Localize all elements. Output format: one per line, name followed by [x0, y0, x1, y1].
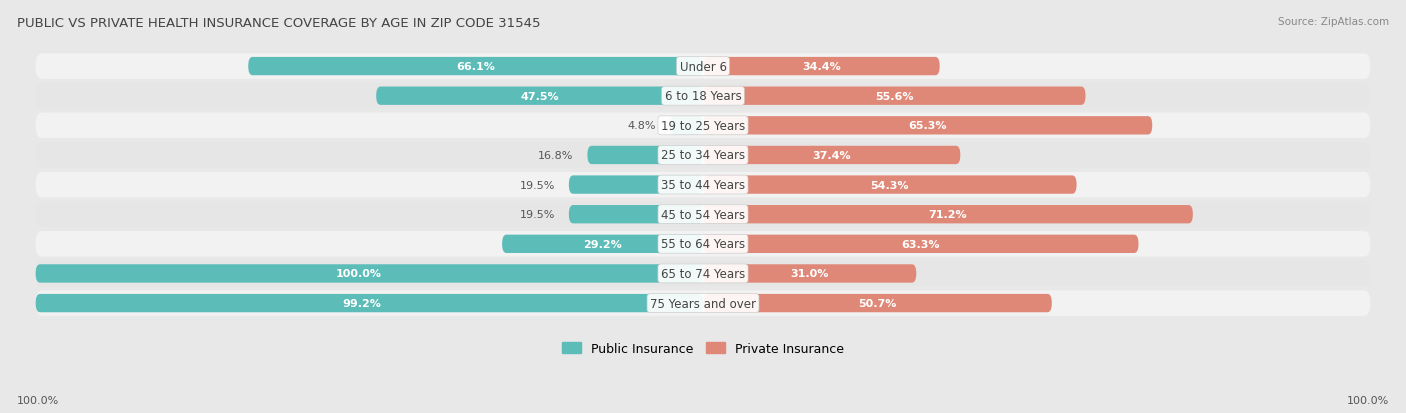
FancyBboxPatch shape [703, 58, 939, 76]
FancyBboxPatch shape [703, 206, 1192, 224]
FancyBboxPatch shape [35, 202, 1371, 228]
FancyBboxPatch shape [35, 113, 1371, 139]
Text: 25 to 34 Years: 25 to 34 Years [661, 149, 745, 162]
FancyBboxPatch shape [703, 294, 1052, 313]
Text: Source: ZipAtlas.com: Source: ZipAtlas.com [1278, 17, 1389, 26]
Text: 16.8%: 16.8% [538, 151, 574, 161]
Text: 55.6%: 55.6% [875, 91, 914, 102]
FancyBboxPatch shape [35, 172, 1371, 198]
Text: 65.3%: 65.3% [908, 121, 946, 131]
FancyBboxPatch shape [588, 147, 703, 165]
FancyBboxPatch shape [377, 87, 703, 106]
FancyBboxPatch shape [703, 117, 1153, 135]
FancyBboxPatch shape [703, 87, 1085, 106]
Text: 19 to 25 Years: 19 to 25 Years [661, 119, 745, 133]
Text: 19.5%: 19.5% [520, 180, 555, 190]
Text: 6 to 18 Years: 6 to 18 Years [665, 90, 741, 103]
FancyBboxPatch shape [569, 206, 703, 224]
Text: 4.8%: 4.8% [627, 121, 657, 131]
FancyBboxPatch shape [35, 265, 703, 283]
Text: 35 to 44 Years: 35 to 44 Years [661, 179, 745, 192]
Text: 63.3%: 63.3% [901, 239, 941, 249]
FancyBboxPatch shape [35, 294, 703, 313]
Text: PUBLIC VS PRIVATE HEALTH INSURANCE COVERAGE BY AGE IN ZIP CODE 31545: PUBLIC VS PRIVATE HEALTH INSURANCE COVER… [17, 17, 540, 29]
Text: 54.3%: 54.3% [870, 180, 910, 190]
FancyBboxPatch shape [35, 84, 1371, 109]
Text: 99.2%: 99.2% [342, 298, 381, 309]
FancyBboxPatch shape [502, 235, 703, 254]
FancyBboxPatch shape [703, 235, 1139, 254]
Legend: Public Insurance, Private Insurance: Public Insurance, Private Insurance [557, 337, 849, 360]
Text: 71.2%: 71.2% [928, 210, 967, 220]
Text: 66.1%: 66.1% [456, 62, 495, 72]
Text: 19.5%: 19.5% [520, 210, 555, 220]
Text: 45 to 54 Years: 45 to 54 Years [661, 208, 745, 221]
Text: 55 to 64 Years: 55 to 64 Years [661, 238, 745, 251]
Text: 31.0%: 31.0% [790, 269, 828, 279]
FancyBboxPatch shape [703, 176, 1077, 194]
FancyBboxPatch shape [569, 176, 703, 194]
Text: 100.0%: 100.0% [17, 395, 59, 405]
FancyBboxPatch shape [671, 117, 703, 135]
Text: 37.4%: 37.4% [813, 151, 851, 161]
FancyBboxPatch shape [35, 232, 1371, 257]
Text: 100.0%: 100.0% [336, 269, 382, 279]
FancyBboxPatch shape [35, 291, 1371, 316]
FancyBboxPatch shape [35, 261, 1371, 287]
Text: 47.5%: 47.5% [520, 91, 560, 102]
Text: 100.0%: 100.0% [1347, 395, 1389, 405]
FancyBboxPatch shape [703, 265, 917, 283]
Text: 65 to 74 Years: 65 to 74 Years [661, 267, 745, 280]
FancyBboxPatch shape [703, 147, 960, 165]
Text: Under 6: Under 6 [679, 60, 727, 74]
FancyBboxPatch shape [249, 58, 703, 76]
FancyBboxPatch shape [35, 54, 1371, 80]
FancyBboxPatch shape [35, 143, 1371, 168]
Text: 29.2%: 29.2% [583, 239, 621, 249]
Text: 50.7%: 50.7% [858, 298, 897, 309]
Text: 34.4%: 34.4% [801, 62, 841, 72]
Text: 75 Years and over: 75 Years and over [650, 297, 756, 310]
